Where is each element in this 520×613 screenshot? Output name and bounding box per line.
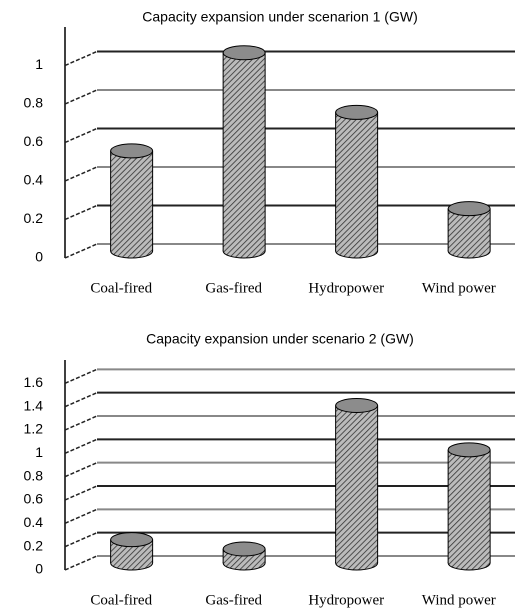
- x-tick-label: Hydropower: [308, 280, 384, 296]
- grid-line: [64, 555, 98, 571]
- x-tick-label: Coal-fired: [90, 592, 152, 608]
- chart-title: Capacity expansion under scenarion 1 (GW…: [142, 9, 417, 25]
- bar: [110, 532, 154, 571]
- chart-title: Capacity expansion under scenario 2 (GW): [146, 331, 414, 347]
- bar-top: [335, 398, 379, 413]
- bar: [447, 442, 491, 571]
- y-tick-label: 0.8: [24, 467, 44, 483]
- grid-line: [64, 531, 98, 548]
- y-tick-label: 1.4: [24, 397, 44, 413]
- grid-line: [64, 438, 98, 455]
- grid-line: [64, 391, 98, 408]
- bar: [447, 201, 491, 259]
- y-tick-label: 1: [35, 444, 43, 460]
- grid-line: [64, 204, 98, 221]
- y-tick-label: 0.6: [24, 491, 44, 507]
- grid-line: [64, 166, 98, 182]
- x-tick-label: Gas-fired: [205, 592, 262, 608]
- x-tick-label: Hydropower: [308, 592, 384, 608]
- y-tick-label: 0.4: [24, 172, 44, 188]
- bar: [335, 104, 379, 259]
- x-tick-label: Wind power: [422, 592, 496, 608]
- grid-line: [64, 415, 98, 431]
- grid-line: [64, 243, 98, 259]
- y-tick-label: 0: [35, 249, 43, 265]
- y-tick-label: 1.2: [24, 421, 44, 437]
- y-tick-label: 0.2: [24, 210, 44, 226]
- bar-body: [110, 150, 153, 251]
- grid-line: [64, 50, 98, 67]
- y-tick-label: 0.8: [24, 95, 44, 111]
- bar-body: [335, 112, 378, 252]
- grid-line: [64, 461, 98, 478]
- y-tick-label: 0.6: [24, 133, 44, 149]
- bar-top: [447, 201, 491, 217]
- grid-line: [64, 127, 98, 144]
- bar: [222, 45, 266, 259]
- x-tick-label: Wind power: [422, 280, 496, 296]
- grid-line: [64, 508, 98, 525]
- bar-body: [448, 449, 491, 563]
- bar: [335, 398, 379, 571]
- grid-line: [64, 368, 98, 385]
- bar-top: [335, 104, 379, 120]
- bar-body: [335, 405, 378, 563]
- x-tick-label: Gas-fired: [205, 280, 262, 296]
- y-tick-label: 1.6: [24, 374, 44, 390]
- bar-body: [223, 52, 266, 251]
- x-tick-label: Coal-fired: [90, 280, 152, 296]
- bar-top: [110, 143, 154, 159]
- y-tick-label: 0: [35, 561, 43, 577]
- bar-top: [222, 541, 266, 557]
- bar-top: [447, 442, 491, 458]
- y-tick-label: 0.2: [24, 537, 44, 553]
- grid-line: [64, 89, 98, 105]
- bar-top: [222, 45, 266, 61]
- y-tick-label: 0.4: [24, 514, 44, 530]
- bar-top: [110, 532, 154, 548]
- bar: [222, 541, 266, 571]
- bar: [110, 143, 154, 259]
- y-tick-label: 1: [35, 56, 43, 72]
- grid-line: [64, 485, 98, 501]
